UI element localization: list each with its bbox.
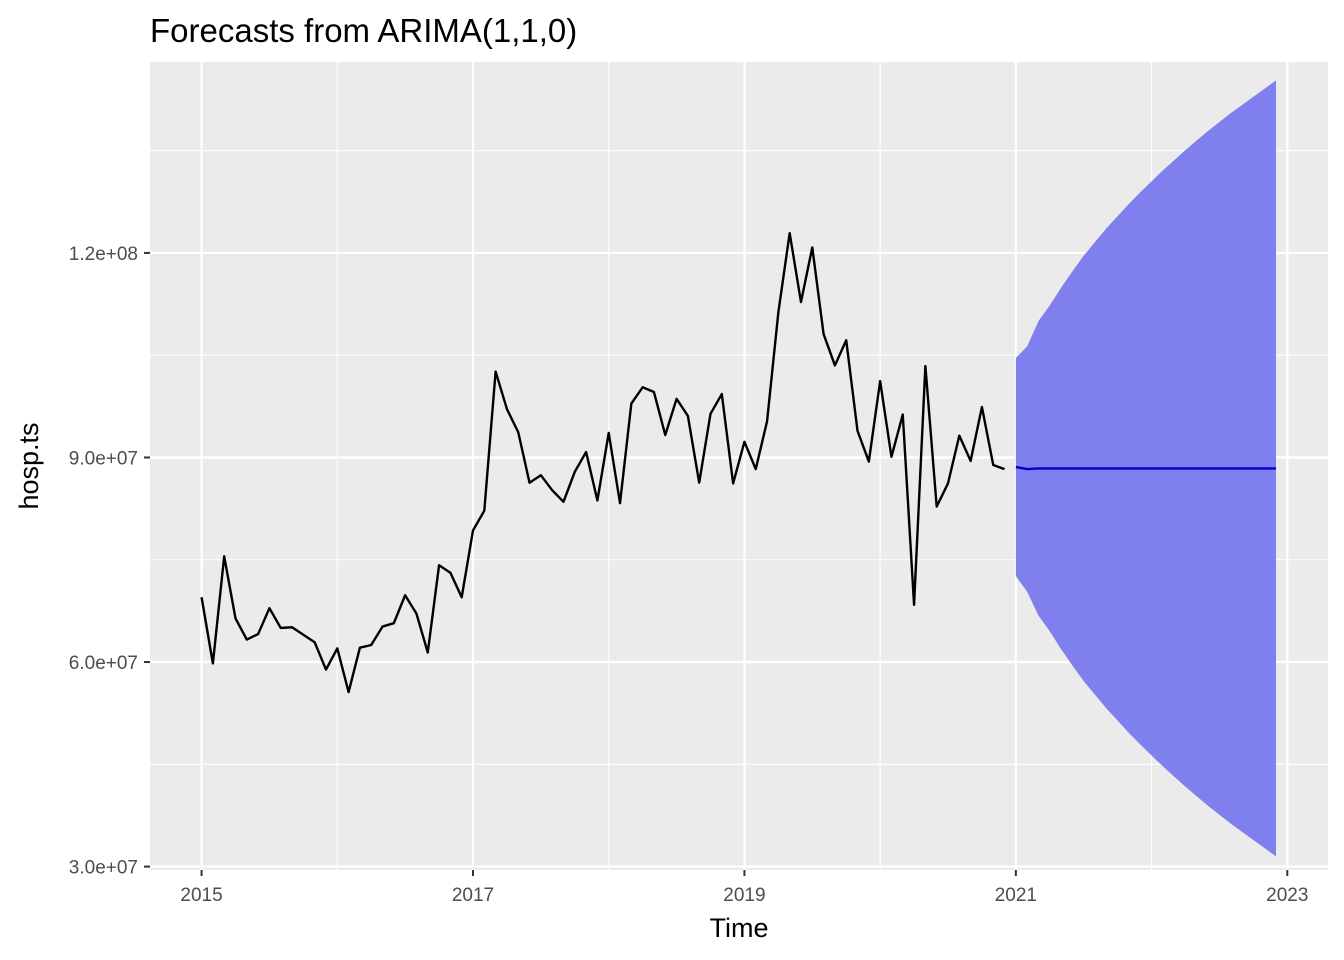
major-gridlines [150,62,1328,870]
x-axis: 2015 2017 2019 2021 2023 [180,870,1308,906]
forecast-line [1015,465,1276,471]
y-tick-label: 1.2e+08 [69,244,138,265]
y-axis-title: hosp.ts [14,422,44,509]
observed-series [200,231,1005,694]
x-tick-label: 2015 [180,885,222,906]
x-axis-title: Time [710,913,769,943]
chart-title: Forecasts from ARIMA(1,1,0) [150,12,577,49]
x-tick-label: 2019 [723,885,765,906]
y-tick-label: 3.0e+07 [69,858,138,879]
x-tick-label: 2017 [452,885,494,906]
y-axis: 3.0e+07 6.0e+07 9.0e+07 1.2e+08 [69,244,150,879]
y-tick-label: 9.0e+07 [69,448,138,469]
x-tick-label: 2021 [995,885,1037,906]
forecast-series [1015,465,1276,471]
observed-line [200,231,1005,694]
y-tick-label: 6.0e+07 [69,653,138,674]
x-tick-label: 2023 [1266,885,1308,906]
